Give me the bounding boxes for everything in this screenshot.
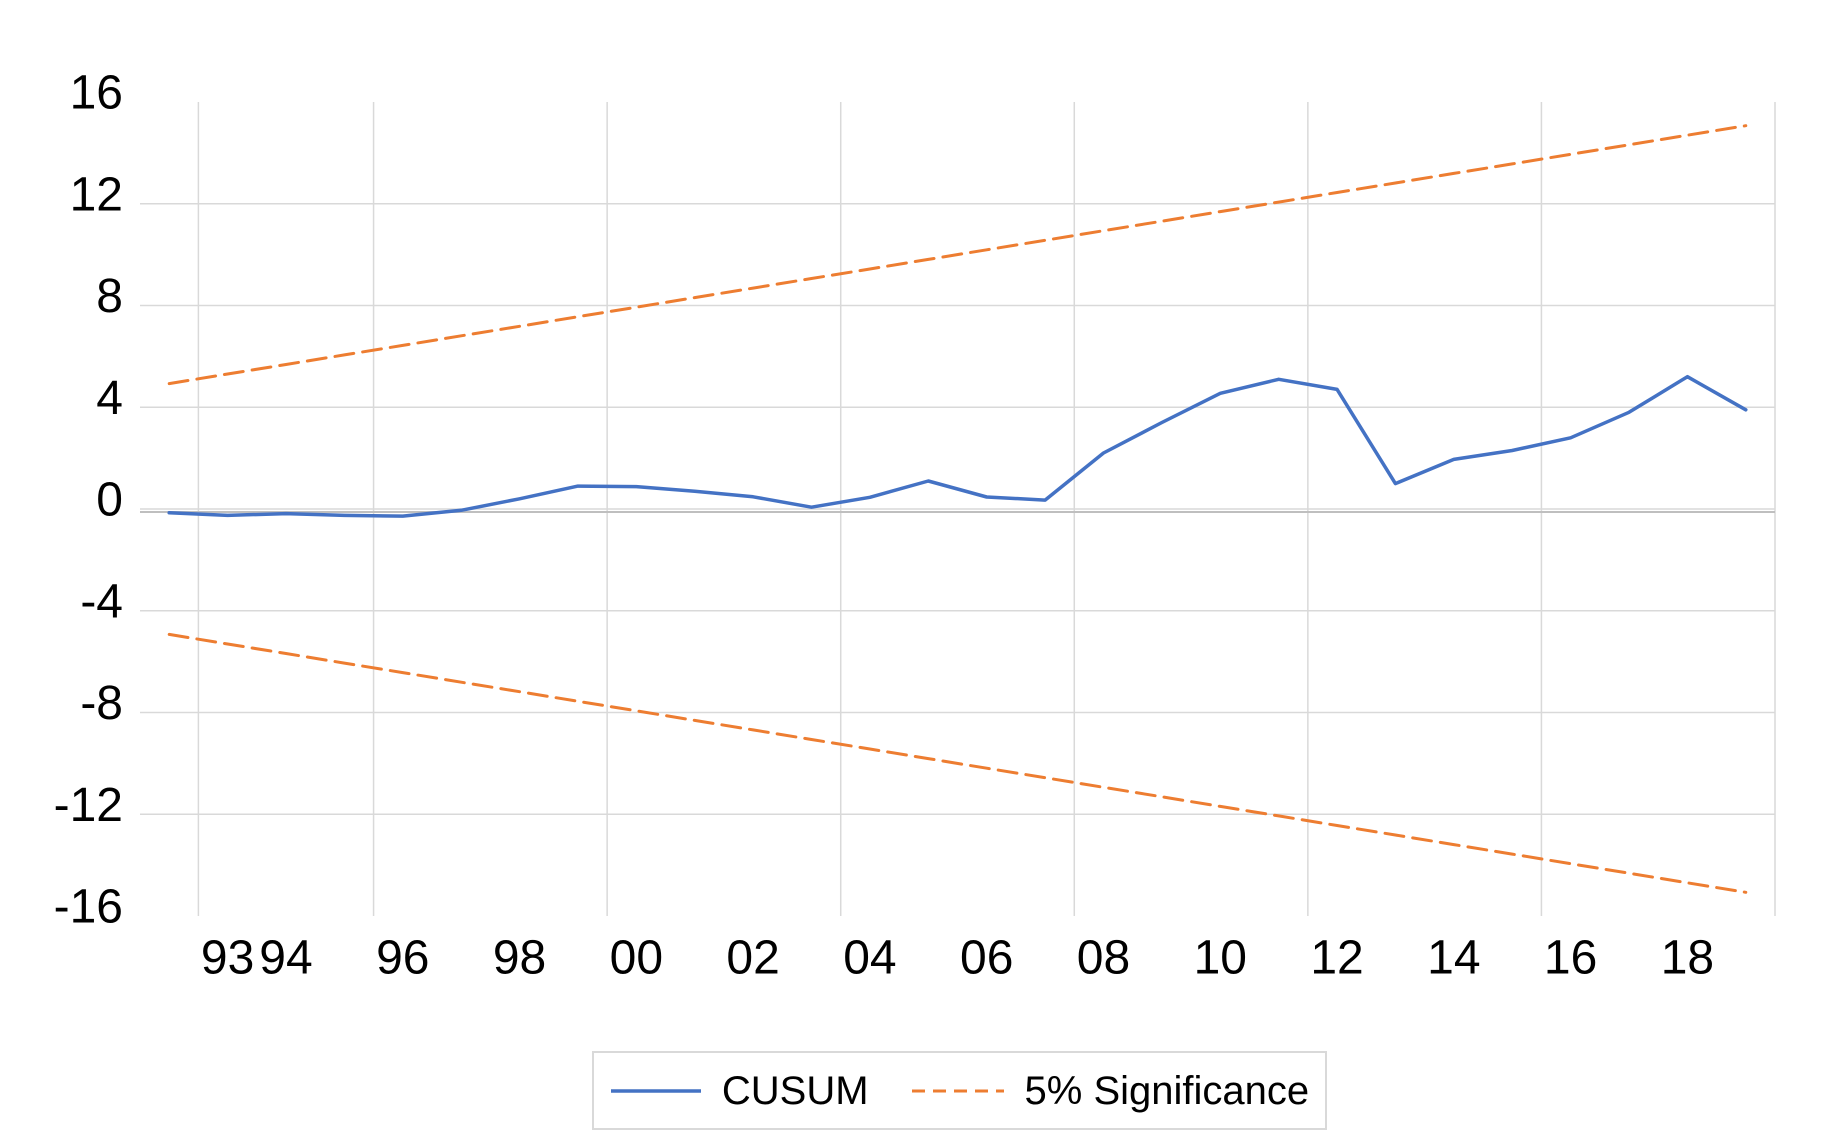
y-tick-label: -4 — [80, 575, 123, 628]
legend-label-cusum: CUSUM — [721, 1068, 869, 1113]
x-tick-label: 98 — [493, 932, 546, 985]
x-tick-label: 04 — [843, 932, 896, 985]
x-tick-label: 14 — [1427, 932, 1480, 985]
x-tick-label: 02 — [726, 932, 779, 985]
legend-item-cusum: CUSUM — [610, 1071, 869, 1111]
cusum-line-sample-icon — [610, 1088, 701, 1093]
y-tick-label: 16 — [70, 67, 123, 120]
y-tick-label: 0 — [96, 474, 123, 527]
x-tick-label: 12 — [1310, 932, 1363, 985]
x-tick-label: 06 — [960, 932, 1013, 985]
significance-line-sample-icon — [911, 1089, 1004, 1092]
x-tick-label: 94 — [259, 932, 312, 985]
x-tick-label: 18 — [1661, 932, 1714, 985]
significance-lower-line — [167, 632, 1748, 894]
x-tick-label: 00 — [610, 932, 663, 985]
legend-label-significance: 5% Significance — [1024, 1068, 1310, 1113]
x-tick-label: 93 — [201, 932, 254, 985]
y-tick-label: 12 — [70, 168, 123, 221]
y-tick-label: -8 — [80, 677, 123, 730]
significance-upper-line — [167, 124, 1748, 386]
y-tick-label: 4 — [96, 372, 123, 425]
x-tick-label: 96 — [376, 932, 429, 985]
cusum-line — [167, 374, 1748, 518]
y-tick-label: -12 — [54, 779, 123, 832]
chart-legend: CUSUM 5% Significance — [592, 1051, 1327, 1130]
y-tick-label: -16 — [54, 881, 123, 934]
x-tick-label: 08 — [1077, 932, 1130, 985]
x-tick-label: 16 — [1544, 932, 1597, 985]
y-tick-label: 8 — [96, 270, 123, 323]
x-tick-label: 10 — [1194, 932, 1247, 985]
legend-item-significance: 5% Significance — [911, 1068, 1310, 1113]
